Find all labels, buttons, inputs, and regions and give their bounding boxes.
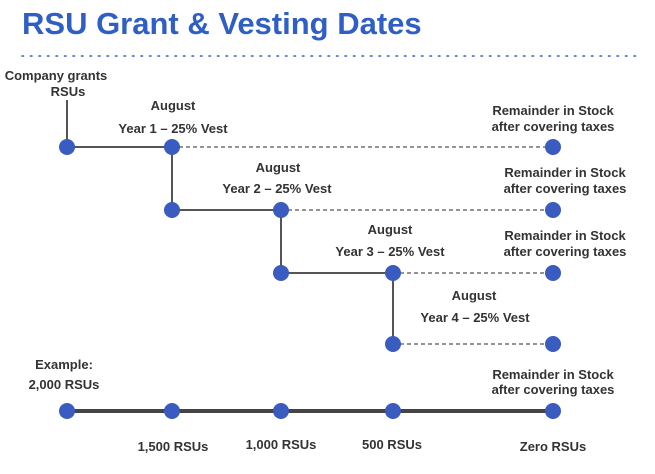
remainder3-line2: after covering taxes — [504, 244, 627, 259]
vest3-carry-node — [385, 336, 401, 352]
remainder2-line1: Remainder in Stock — [504, 165, 626, 180]
vest1-label: Year 1 – 25% Vest — [118, 121, 228, 136]
example-node-4 — [545, 403, 561, 419]
remainder3-line1: Remainder in Stock — [504, 228, 626, 243]
timeline-nodes — [59, 139, 561, 352]
example-start-node — [59, 403, 75, 419]
milestone-2: 1,000 RSUs — [246, 437, 317, 452]
grant-node — [59, 139, 75, 155]
example-label: Example: — [35, 357, 93, 372]
vest3-label: Year 3 – 25% Vest — [335, 244, 445, 259]
remainder-dashes — [172, 146, 553, 345]
remainder1-node — [545, 139, 561, 155]
vest2-node — [273, 202, 289, 218]
vest1-node — [164, 139, 180, 155]
example-node-2 — [273, 403, 289, 419]
vest2-carry-node — [273, 265, 289, 281]
remainder2-node — [545, 202, 561, 218]
example-remainder-line2: after covering taxes — [492, 382, 615, 397]
remainder4-node — [545, 336, 561, 352]
example-amount: 2,000 RSUs — [29, 377, 100, 392]
example-node-3 — [385, 403, 401, 419]
timeline-connectors — [66, 100, 394, 344]
example-remainder-line1: Remainder in Stock — [492, 367, 614, 382]
grant-label-line2: RSUs — [51, 84, 86, 99]
grant-label-line1: Company grants — [5, 68, 108, 83]
vest3-month: August — [368, 222, 413, 237]
milestone-3: 500 RSUs — [362, 437, 422, 452]
remainder2-line2: after covering taxes — [504, 181, 627, 196]
example-node-1 — [164, 403, 180, 419]
page-title: RSU Grant & Vesting Dates — [22, 6, 422, 41]
remainder1-line2: after covering taxes — [492, 119, 615, 134]
vest1-month: August — [151, 98, 196, 113]
milestone-4: Zero RSUs — [520, 439, 586, 454]
remainder3-node — [545, 265, 561, 281]
vest4-label: Year 4 – 25% Vest — [420, 310, 530, 325]
vest2-month: August — [256, 160, 301, 175]
milestone-1: 1,500 RSUs — [138, 439, 209, 454]
vest2-label: Year 2 – 25% Vest — [222, 181, 332, 196]
example-nodes — [59, 403, 561, 419]
vest4-month: August — [452, 288, 497, 303]
remainder1-line1: Remainder in Stock — [492, 103, 614, 118]
vest1-carry-node — [164, 202, 180, 218]
vest3-node — [385, 265, 401, 281]
